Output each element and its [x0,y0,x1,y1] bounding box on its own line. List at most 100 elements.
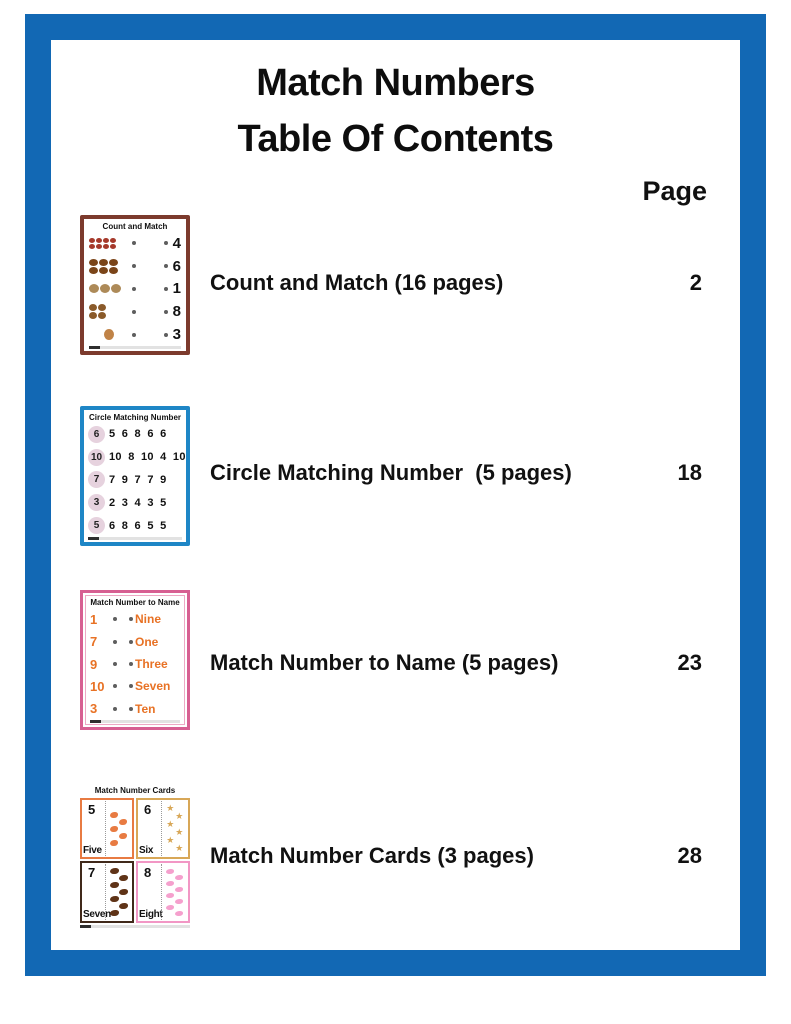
match-dot [129,617,133,622]
number-name-row: 10 Seven [90,675,180,697]
card-word: Seven [83,909,111,920]
animal-cluster [89,329,129,341]
toc-entry-label: Count and Match (16 pages) [210,270,504,295]
toc-entry-page: 2 [689,270,702,295]
thumbnail-footer [89,346,181,349]
match-dot [113,617,117,622]
page-column-header: Page [642,176,707,206]
match-dot [163,332,168,337]
number-name-row: 7 One [90,630,180,652]
circle-number-row: 3 2 3 4 3 5 [88,491,182,514]
number: 1 [90,611,98,627]
match-dot [132,286,136,291]
card-items [104,801,131,856]
animal-cluster [89,304,129,320]
thumbnail-footer [90,720,180,724]
match-dot [132,309,136,314]
number-options: 5 6 8 6 6 [109,428,167,441]
card-items: ★ ★ ★ ★ ★ ★ [160,801,187,856]
card-word: Six [139,845,154,856]
match-dot [113,662,117,667]
thumbnail-match-number-to-name: Match Number to Name 1 Nine 7 One 9 Thre… [80,590,190,730]
number-name-row: 1 Nine [90,608,180,630]
starfish-icon: ★ [166,819,175,829]
match-dot [129,684,133,689]
count-match-row: 1 [89,278,181,301]
number-options: 7 9 7 7 9 [109,473,167,486]
match-number: 3 [172,326,181,344]
match-dot [163,264,168,269]
starfish-icon: ★ [175,843,184,853]
thumbnail-title: Circle Matching Number [88,413,181,422]
number-options: 6 8 6 5 5 [109,519,167,532]
match-number: 1 [172,280,181,298]
number-options: 2 3 4 3 5 [109,496,167,509]
starfish-icon: ★ [166,803,175,813]
thumbnail-count-and-match: Count and Match 4 6 1 8 [80,215,190,355]
toc-entry-label: Match Number Cards (3 pages) [210,843,534,868]
count-match-row: 4 [89,232,181,255]
page-subtitle: Table Of Contents [237,118,554,160]
number-name: Seven [135,679,171,694]
number-name-row: 3 Ten [90,698,180,720]
card-number: 8 [144,865,152,880]
thumbnail-title: Match Number to Name [90,598,180,607]
toc-entry-page: 28 [677,843,702,868]
match-number: 4 [172,234,181,252]
animal-cluster [89,237,129,249]
target-number-circle: 7 [88,471,105,489]
match-dot [129,706,133,711]
toc-entry-page: 18 [677,460,702,485]
count-match-row: 8 [89,300,181,323]
card-number: 5 [88,802,96,817]
thumbnail-footer [80,925,190,928]
starfish-icon: ★ [175,827,184,837]
number-name: Ten [135,701,156,716]
circle-number-row: 7 7 9 7 7 9 [88,469,182,492]
target-number-circle: 6 [88,425,105,443]
match-dot [132,241,136,246]
toc-entry-label: Match Number to Name (5 pages) [210,650,559,675]
thumbnail-title: Match Number Cards [94,786,176,795]
thumbnail-match-number-cards: Match Number Cards 5 Five 6 Six ★ ★ ★ ★ [80,785,190,928]
number-card: 8 Eight [136,861,190,923]
card-items [104,864,131,920]
match-dot [113,684,117,689]
card-items [160,864,187,920]
toc-entry-page: 23 [677,650,702,675]
starfish-icon: ★ [175,811,184,821]
circle-number-row: 5 6 8 6 5 5 [88,514,182,537]
number: 10 [90,678,105,694]
match-number: 8 [172,303,181,321]
animal-cluster [89,284,129,294]
thumbnail-circle-matching-number: Circle Matching Number 6 5 6 8 6 6 10 10… [80,406,190,546]
page-border-frame [25,14,766,976]
number-cards-grid: 5 Five 6 Six ★ ★ ★ ★ ★ ★ [80,798,190,923]
toc-entry-label: Circle Matching Number (5 pages) [210,460,572,485]
number-name-row: 9 Three [90,653,180,675]
animal-cluster [89,258,129,274]
card-number: 7 [88,865,96,880]
count-match-row: 3 [89,323,181,346]
match-dot [163,286,168,291]
match-dot [113,639,117,644]
page-title: Match Numbers [256,62,535,104]
card-number: 6 [144,802,152,817]
thumbnail-footer [88,537,182,540]
number-card: 5 Five [80,798,134,859]
number-name: Nine [135,612,162,627]
number-card: 7 Seven [80,861,134,923]
number: 3 [90,701,98,717]
match-dot [129,662,133,667]
starfish-icon: ★ [166,835,175,845]
number-name: Three [135,657,168,672]
target-number-circle: 5 [88,517,105,535]
circle-number-row: 10 10 8 10 4 10 [88,446,185,469]
match-number: 6 [172,257,181,275]
number-options: 10 8 10 4 10 [109,451,186,464]
match-dot [163,309,168,314]
card-word: Eight [139,909,163,920]
thumbnail-title: Count and Match [102,222,168,231]
target-number-circle: 3 [88,494,105,512]
